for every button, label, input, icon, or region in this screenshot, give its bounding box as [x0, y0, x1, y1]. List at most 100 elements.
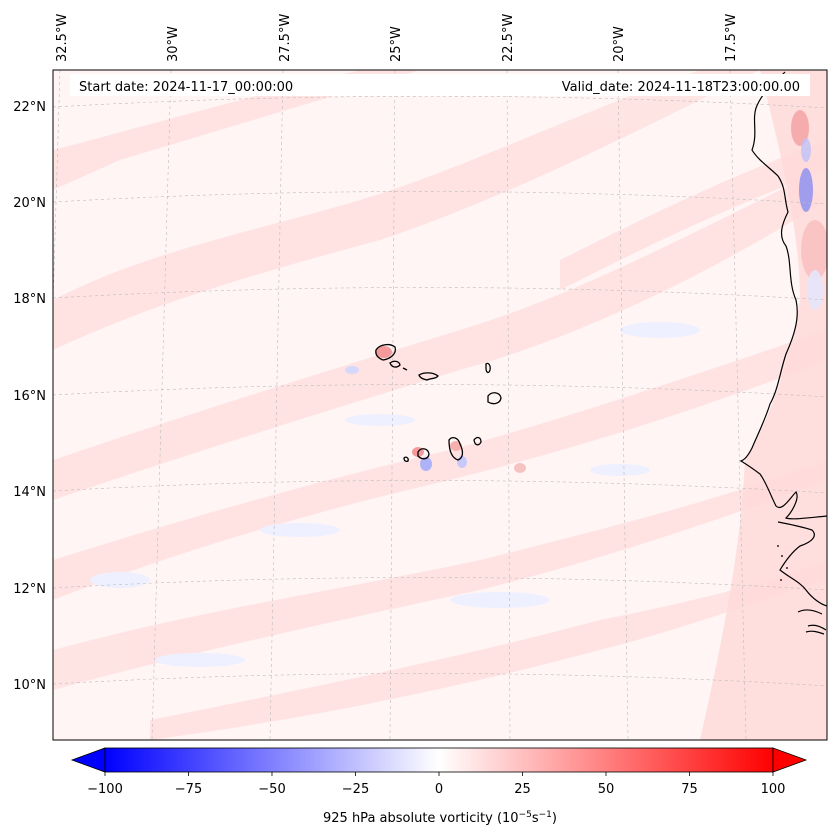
land-coldspot-3	[807, 270, 823, 310]
wake-red-1	[376, 346, 392, 358]
lon-label: 30°W	[166, 26, 181, 62]
africa-coastline	[739, 71, 827, 520]
colorbar-tick-label: 50	[598, 782, 615, 797]
start-date-text: Start date: 2024-11-17_00:00:00	[79, 80, 293, 95]
colorbar-title-end: )	[552, 811, 557, 826]
blue-patch-6	[620, 322, 700, 338]
longitude-labels: 32.5°W 30°W 27.5°W 25°W 22.5°W 20°W 17.5…	[55, 14, 739, 62]
island-fogo	[417, 448, 430, 460]
blue-patch-3	[450, 592, 550, 608]
island-santo-antao	[375, 343, 396, 361]
blue-patch-2	[260, 523, 340, 537]
band-6	[560, 140, 827, 290]
map-area	[52, 69, 828, 741]
meridian-30W	[151, 70, 172, 740]
colorbar-extend-min	[70, 747, 106, 773]
wake-blue-1	[345, 366, 359, 374]
island-sal	[485, 362, 491, 374]
colorbar-title-mid: s	[532, 811, 539, 826]
lon-label: 17.5°W	[724, 14, 739, 62]
meridian-25W	[389, 70, 396, 740]
land-pink-zone	[700, 70, 827, 740]
coastlines	[739, 71, 827, 635]
island-brava	[403, 456, 409, 463]
colorbar-title-main: 925 hPa absolute vorticity (10	[323, 811, 519, 826]
colorbar-tick-label: −100	[87, 782, 123, 797]
graticule	[53, 70, 827, 740]
lat-label: 20°N	[13, 196, 46, 211]
lon-label: 27.5°W	[278, 14, 293, 62]
parallel-12N	[53, 577, 827, 591]
island-boa-vista	[487, 392, 502, 405]
latitude-labels: 22°N 20°N 18°N 16°N 14°N 12°N 10°N	[13, 100, 46, 693]
colorbar-tick-labels: −100 −75 −50 −25 0 25 50 75 100	[87, 782, 785, 797]
colorbar-ticks	[104, 772, 774, 776]
map-frame	[52, 69, 828, 741]
wake-red-3	[450, 441, 462, 451]
band-3	[53, 330, 827, 600]
wake-blue-2	[420, 457, 432, 471]
parallel-14N	[53, 480, 827, 494]
meridian-27.5W	[269, 70, 284, 740]
colorbar: −100 −75 −50 −25 0 25 50 75 100 925 hPa …	[70, 747, 808, 826]
cabo-verde-islands	[375, 343, 502, 463]
colorbar-tick-label: 25	[514, 782, 531, 797]
lat-label: 22°N	[13, 100, 46, 115]
valid-date-text: Valid_date: 2024-11-18T23:00:00.00	[562, 80, 800, 95]
colorbar-tick-label: −25	[342, 782, 369, 797]
parallel-16N	[53, 384, 827, 398]
island-maio	[473, 436, 482, 446]
parallel-20N	[53, 191, 827, 205]
land-hotspot-2	[801, 220, 827, 280]
land-coldspot-1	[799, 168, 813, 212]
colorbar-tick-label: 0	[435, 782, 443, 797]
guinea-bissau-islands	[797, 609, 827, 635]
info-header-strip	[70, 74, 810, 96]
blue-patch-7	[590, 464, 650, 476]
colorbar-gradient	[104, 747, 774, 773]
blue-patch-5	[345, 414, 415, 426]
colorbar-tick-label: 75	[681, 782, 698, 797]
meridian-22.5W	[506, 70, 511, 740]
colorbar-title-exp1: −5	[519, 810, 532, 820]
gambia-senegal-coast	[777, 521, 827, 607]
wake-red-4	[514, 463, 526, 473]
colorbar-extend-max	[772, 747, 808, 773]
lat-label: 18°N	[13, 292, 46, 307]
land-coldspot-2	[801, 138, 811, 162]
lon-label: 25°W	[389, 26, 404, 62]
lon-label: 32.5°W	[55, 14, 70, 62]
island-santa-luzia	[402, 367, 408, 371]
lon-label: 20°W	[612, 26, 627, 62]
band-2	[53, 180, 827, 500]
band-1	[53, 70, 760, 350]
land-hotspot-1	[791, 110, 809, 146]
island-sao-nicolau	[418, 372, 439, 381]
negative-vorticity-patches	[90, 322, 700, 667]
coastal-vorticity	[700, 70, 827, 740]
colorbar-title-exp2: −1	[539, 810, 552, 820]
wake-blue-3	[457, 456, 467, 468]
vorticity-field	[53, 70, 827, 740]
parallel-22N	[53, 95, 827, 109]
meridian-17.5W	[729, 70, 747, 740]
lon-label: 22.5°W	[501, 14, 516, 62]
lat-label: 14°N	[13, 485, 46, 500]
lat-label: 16°N	[13, 389, 46, 404]
coastal-dots	[777, 545, 788, 581]
band-4	[53, 460, 827, 690]
island-santiago	[448, 437, 464, 461]
colorbar-tick-label: −50	[258, 782, 285, 797]
lat-label: 10°N	[13, 678, 46, 693]
meridian-20W	[617, 70, 629, 740]
parallel-18N	[53, 287, 827, 301]
colorbar-tick-label: 100	[761, 782, 786, 797]
lat-label: 12°N	[13, 582, 46, 597]
colorbar-tick-label: −75	[175, 782, 202, 797]
blue-patch-4	[155, 653, 245, 667]
island-sao-vicente	[389, 360, 401, 368]
colorbar-title: 925 hPa absolute vorticity (10−5s−1)	[323, 810, 557, 826]
parallel-10N	[53, 673, 827, 687]
band-7	[150, 560, 827, 740]
